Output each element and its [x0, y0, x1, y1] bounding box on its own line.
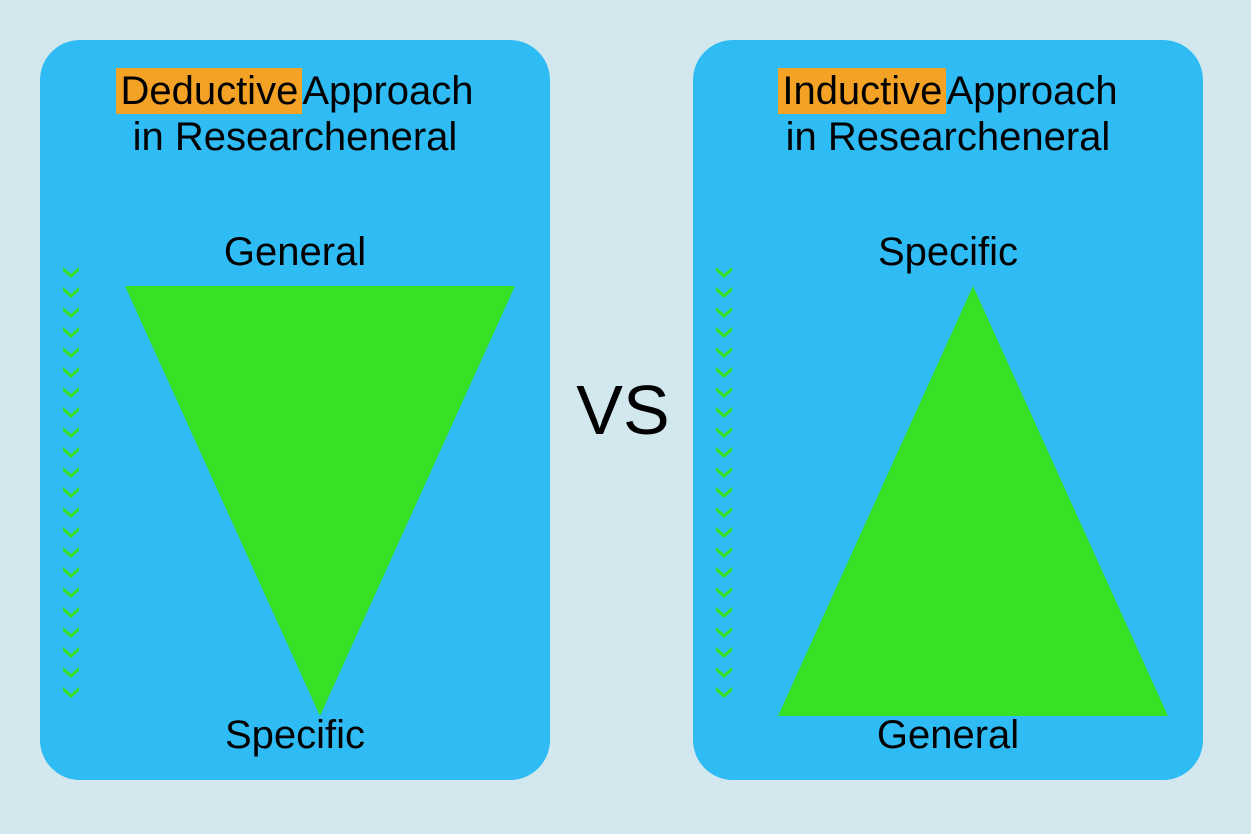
chevron-down-icon	[62, 605, 80, 625]
chevron-down-icon	[62, 345, 80, 365]
chevron-down-icon	[62, 565, 80, 585]
title-highlight-deductive: Deductive	[116, 68, 302, 114]
arrow-chevrons-inductive	[715, 265, 735, 705]
title-rest-deductive: Approach	[302, 69, 473, 113]
triangle-deductive	[125, 286, 515, 716]
chevron-down-icon	[62, 365, 80, 385]
bottom-label-inductive: General	[693, 713, 1203, 758]
chevron-down-icon	[62, 485, 80, 505]
chevron-down-icon	[715, 305, 733, 325]
chevron-down-icon	[715, 585, 733, 605]
title-inductive: InductiveApproach in Researcheneral	[693, 68, 1203, 160]
chevron-down-icon	[62, 325, 80, 345]
chevron-down-icon	[715, 385, 733, 405]
title-line2-inductive: in Researcheneral	[693, 114, 1203, 160]
chevron-down-icon	[62, 445, 80, 465]
chevron-down-icon	[715, 405, 733, 425]
arrow-chevrons-deductive	[62, 265, 82, 705]
panel-deductive: DeductiveApproach in Researcheneral Gene…	[40, 40, 550, 780]
triangle-up-icon	[778, 286, 1168, 716]
chevron-down-icon	[715, 505, 733, 525]
chevron-down-icon	[715, 565, 733, 585]
chevron-down-icon	[715, 285, 733, 305]
chevron-down-icon	[62, 405, 80, 425]
chevron-down-icon	[715, 685, 733, 705]
chevron-down-icon	[62, 665, 80, 685]
chevron-down-icon	[62, 685, 80, 705]
chevron-down-icon	[62, 465, 80, 485]
chevron-down-icon	[715, 525, 733, 545]
chevron-down-icon	[715, 365, 733, 385]
bottom-label-deductive: Specific	[40, 713, 550, 758]
title-line1: DeductiveApproach	[40, 68, 550, 114]
vs-text: VS	[563, 370, 683, 450]
title-deductive: DeductiveApproach in Researcheneral	[40, 68, 550, 160]
chevron-down-icon	[62, 525, 80, 545]
chevron-down-icon	[715, 265, 733, 285]
title-line1-right: InductiveApproach	[693, 68, 1203, 114]
chevron-down-icon	[715, 445, 733, 465]
chevron-down-icon	[62, 385, 80, 405]
title-line2-deductive: in Researcheneral	[40, 114, 550, 160]
chevron-down-icon	[715, 645, 733, 665]
chevron-down-icon	[62, 305, 80, 325]
chevron-down-icon	[715, 325, 733, 345]
title-highlight-inductive: Inductive	[778, 68, 946, 114]
chevron-down-icon	[62, 545, 80, 565]
title-rest-inductive: Approach	[946, 69, 1117, 113]
chevron-down-icon	[715, 425, 733, 445]
chevron-down-icon	[715, 625, 733, 645]
chevron-down-icon	[715, 545, 733, 565]
chevron-down-icon	[715, 465, 733, 485]
triangle-inductive	[778, 286, 1168, 716]
chevron-down-icon	[715, 605, 733, 625]
chevron-down-icon	[715, 665, 733, 685]
chevron-down-icon	[62, 505, 80, 525]
top-label-deductive: General	[40, 230, 550, 275]
chevron-down-icon	[62, 625, 80, 645]
chevron-down-icon	[62, 645, 80, 665]
chevron-down-icon	[62, 425, 80, 445]
triangle-down-icon	[125, 286, 515, 716]
chevron-down-icon	[62, 585, 80, 605]
chevron-down-icon	[62, 265, 80, 285]
panel-inductive: InductiveApproach in Researcheneral Spec…	[693, 40, 1203, 780]
chevron-down-icon	[715, 485, 733, 505]
top-label-inductive: Specific	[693, 230, 1203, 275]
chevron-down-icon	[715, 345, 733, 365]
chevron-down-icon	[62, 285, 80, 305]
